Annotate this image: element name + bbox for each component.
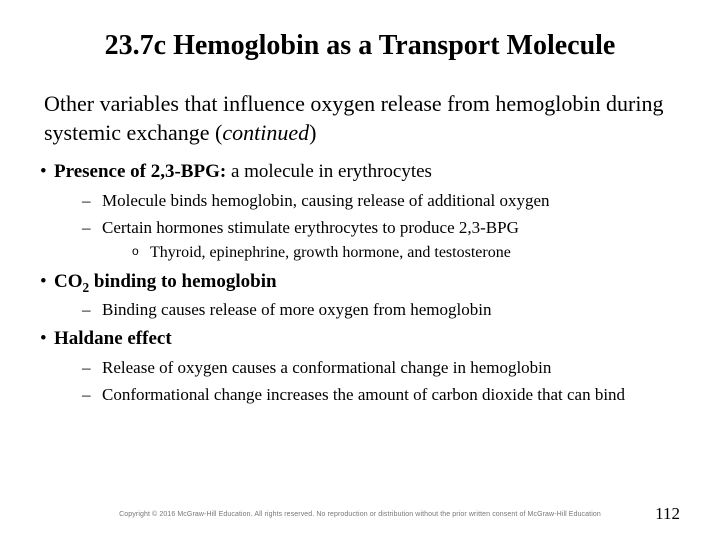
slide-title: 23.7c Hemoglobin as a Transport Molecule [40, 30, 680, 62]
slide-container: 23.7c Hemoglobin as a Transport Molecule… [0, 0, 720, 540]
copyright-text: Copyright © 2016 McGraw-Hill Education. … [0, 511, 720, 518]
bullet-3-sub-1: Release of oxygen causes a conformationa… [82, 356, 680, 380]
intro-text: Other variables that influence oxygen re… [40, 90, 680, 147]
bullet-1-sub-2-text: Certain hormones stimulate erythrocytes … [102, 218, 519, 237]
bullet-2-lead: CO2 binding to hemoglobin [54, 271, 277, 292]
intro-part-c: ) [309, 120, 316, 145]
bullet-1-rest: a molecule in erythrocytes [226, 161, 432, 182]
bullet-2: CO2 binding to hemoglobin Binding causes… [40, 269, 680, 322]
bullet-1-sublist: Molecule binds hemoglobin, causing relea… [54, 189, 680, 265]
bullet-2-lead-b: binding to hemoglobin [89, 271, 276, 292]
bullet-1: Presence of 2,3-BPG: a molecule in eryth… [40, 159, 680, 265]
bullet-3-lead: Haldane effect [54, 328, 172, 349]
bullet-1-lead: Presence of 2,3-BPG: [54, 161, 226, 182]
bullet-2-sublist: Binding causes release of more oxygen fr… [54, 298, 680, 322]
intro-part-italic: continued [222, 120, 309, 145]
bullet-1-sub-1: Molecule binds hemoglobin, causing relea… [82, 189, 680, 213]
intro-part-a: Other variables that influence oxygen re… [44, 91, 663, 145]
bullet-2-sub-1: Binding causes release of more oxygen fr… [82, 298, 680, 322]
bullet-list: Presence of 2,3-BPG: a molecule in eryth… [40, 159, 680, 406]
bullet-2-lead-a: CO [54, 271, 83, 292]
bullet-1-sub-2: Certain hormones stimulate erythrocytes … [82, 216, 680, 265]
bullet-3-sublist: Release of oxygen causes a conformationa… [54, 356, 680, 407]
bullet-1-sub-2-list: Thyroid, epinephrine, growth hormone, an… [102, 242, 680, 264]
page-number: 112 [655, 504, 680, 524]
bullet-1-sub-2-sub-1: Thyroid, epinephrine, growth hormone, an… [132, 242, 680, 264]
bullet-3-sub-2: Conformational change increases the amou… [82, 383, 680, 407]
bullet-3: Haldane effect Release of oxygen causes … [40, 326, 680, 406]
